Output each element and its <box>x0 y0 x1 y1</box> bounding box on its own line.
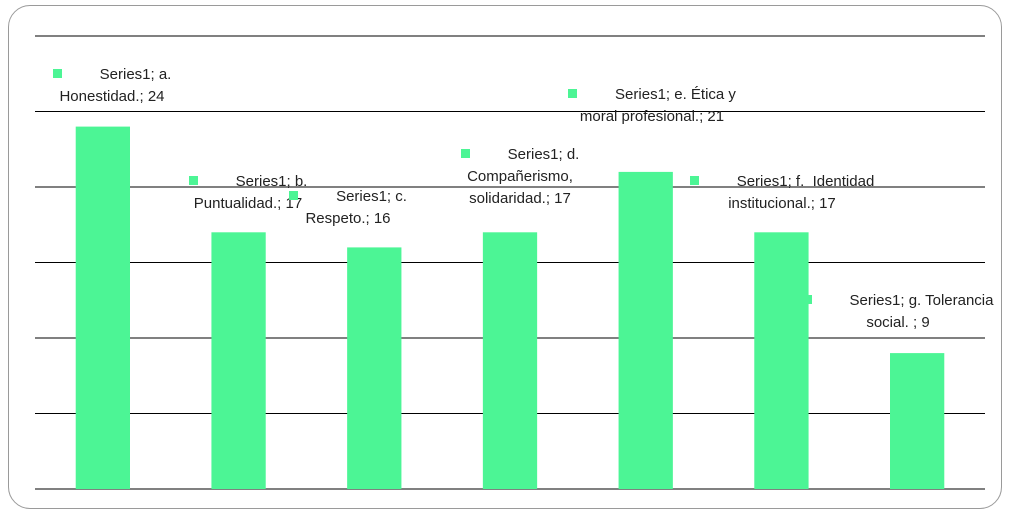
data-label: Series1; d. Compañerismo, solidaridad.; … <box>445 144 595 210</box>
data-label-text: Series1; g. Tolerancia social. ; 9 <box>850 292 998 331</box>
data-label-text: Series1; a. Honestidad.; 24 <box>59 66 175 105</box>
legend-key <box>690 176 699 185</box>
bar <box>76 127 130 489</box>
data-label-text: Series1; e. Ética y moral profesional.; … <box>580 86 740 125</box>
legend-key <box>461 149 470 158</box>
data-label: Series1; f. Identidad institucional.; 17 <box>682 171 882 215</box>
data-label-text: Series1; f. Identidad institucional.; 17 <box>728 173 878 212</box>
data-label: Series1; c. Respeto.; 16 <box>273 186 423 230</box>
legend-key <box>189 176 198 185</box>
data-label-text: Series1; d. Compañerismo, solidaridad.; … <box>467 146 583 207</box>
bar <box>211 232 265 489</box>
slide: Series1; a. Honestidad.; 24Series1; b. P… <box>0 0 1010 515</box>
data-label: Series1; a. Honestidad.; 24 <box>32 64 192 108</box>
bar <box>754 232 808 489</box>
legend-key <box>53 69 62 78</box>
data-label-text: Series1; c. Respeto.; 16 <box>305 188 411 227</box>
legend-key <box>289 191 298 200</box>
bar <box>890 353 944 489</box>
data-label: Series1; g. Tolerancia social. ; 9 <box>793 290 1003 334</box>
data-label: Series1; e. Ética y moral profesional.; … <box>567 84 737 128</box>
bar <box>619 172 673 489</box>
bar <box>347 247 401 489</box>
legend-key <box>568 89 577 98</box>
bar <box>483 232 537 489</box>
legend-key <box>803 295 812 304</box>
